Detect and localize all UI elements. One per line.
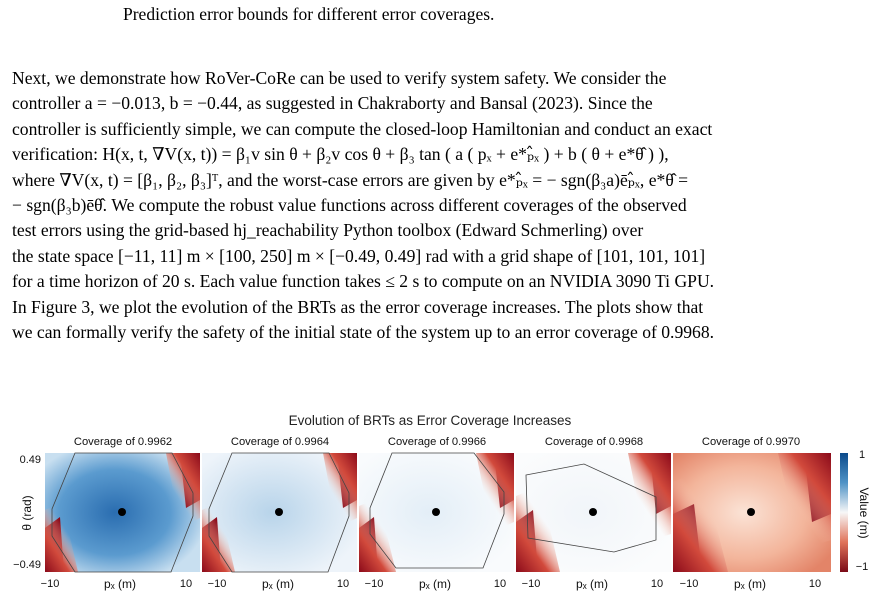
panel-title: Coverage of 0.9964 bbox=[231, 436, 329, 448]
x-axis-1: −10 pₓ (m) 10 bbox=[41, 577, 192, 591]
y-tick-top: 0.49 bbox=[20, 454, 41, 466]
colorbar-tick-bottom: −1 bbox=[856, 561, 869, 573]
initial-state-marker bbox=[275, 508, 283, 516]
paragraph-line: − sgn(β₃b)ēθ̂. We compute the robust val… bbox=[12, 194, 687, 215]
panel-title: Coverage of 0.9966 bbox=[388, 436, 486, 448]
x-axis-label: pₓ (m) bbox=[419, 577, 451, 591]
figure-caption-tail: Prediction error bounds for different er… bbox=[123, 4, 495, 24]
x-tick-right: 10 bbox=[651, 578, 663, 590]
x-axis-5: −10 pₓ (m) 10 bbox=[680, 577, 821, 591]
paragraph-line: the state space [−11, 11] m × [100, 250]… bbox=[12, 245, 706, 266]
paragraph-line: controller is sufficiently simple, we ca… bbox=[12, 118, 713, 139]
paragraph-line: we can formally verify the safety of the… bbox=[12, 321, 715, 342]
x-axis-2: −10 pₓ (m) 10 bbox=[208, 577, 349, 591]
x-tick-left: −10 bbox=[208, 578, 227, 590]
x-axis-label: pₓ (m) bbox=[734, 577, 766, 591]
initial-state-marker bbox=[589, 508, 597, 516]
x-tick-left: −10 bbox=[522, 578, 541, 590]
paragraph-line: In Figure 3, we plot the evolution of th… bbox=[12, 296, 704, 317]
brt-panel-4: Coverage of 0.9968 bbox=[516, 436, 671, 572]
x-axis-3: −10 pₓ (m) 10 bbox=[365, 577, 506, 591]
brt-panel-1: Coverage of 0.9962 bbox=[45, 436, 200, 573]
x-tick-left: −10 bbox=[680, 578, 699, 590]
brt-panel-2: Coverage of 0.9964 bbox=[202, 436, 357, 573]
x-axis-label: pₓ (m) bbox=[262, 577, 294, 591]
y-axis: 0.49 −0.49 θ (rad) bbox=[13, 454, 41, 571]
y-axis-label: θ (rad) bbox=[20, 495, 34, 530]
colorbar-tick-top: 1 bbox=[859, 449, 865, 461]
paragraph-line: Next, we demonstrate how RoVer-CoRe can … bbox=[12, 68, 667, 88]
panel-title: Coverage of 0.9962 bbox=[74, 436, 172, 448]
paragraph-line: for a time horizon of 20 s. Each value f… bbox=[12, 271, 715, 292]
brt-panel-5: Coverage of 0.9970 bbox=[673, 436, 831, 572]
initial-state-marker bbox=[118, 508, 126, 516]
initial-state-marker bbox=[432, 508, 440, 516]
x-tick-right: 10 bbox=[180, 578, 192, 590]
x-tick-left: −10 bbox=[365, 578, 384, 590]
paragraph-line: test errors using the grid-based hj_reac… bbox=[12, 220, 644, 241]
x-axis-label: pₓ (m) bbox=[104, 577, 136, 591]
colorbar-label: Value (m) bbox=[857, 487, 871, 538]
x-axis-4: −10 pₓ (m) 10 bbox=[522, 577, 663, 591]
x-tick-right: 10 bbox=[809, 578, 821, 590]
brt-panel-3: Coverage of 0.9966 bbox=[359, 436, 514, 572]
colorbar: 1 −1 Value (m) bbox=[840, 449, 871, 573]
paragraph-line: where ∇V(x, t) = [β₁, β₂, β₃]ᵀ, and the … bbox=[12, 169, 689, 190]
paragraph-line: controller a = −0.013, b = −0.44, as sug… bbox=[12, 93, 653, 114]
panel-title: Coverage of 0.9968 bbox=[545, 436, 643, 448]
figure-title: Evolution of BRTs as Error Coverage Incr… bbox=[289, 413, 572, 428]
body-paragraph: Next, we demonstrate how RoVer-CoRe can … bbox=[12, 66, 864, 345]
brt-figure: Evolution of BRTs as Error Coverage Incr… bbox=[13, 413, 871, 591]
paragraph-line: verification: H(x, t, ∇V(x, t)) = β₁v si… bbox=[12, 144, 669, 165]
panel-title: Coverage of 0.9970 bbox=[702, 436, 800, 448]
x-tick-right: 10 bbox=[337, 578, 349, 590]
y-tick-bottom: −0.49 bbox=[13, 559, 41, 571]
x-tick-right: 10 bbox=[494, 578, 506, 590]
x-tick-left: −10 bbox=[41, 578, 60, 590]
x-axis-label: pₓ (m) bbox=[576, 577, 608, 591]
initial-state-marker bbox=[747, 508, 755, 516]
